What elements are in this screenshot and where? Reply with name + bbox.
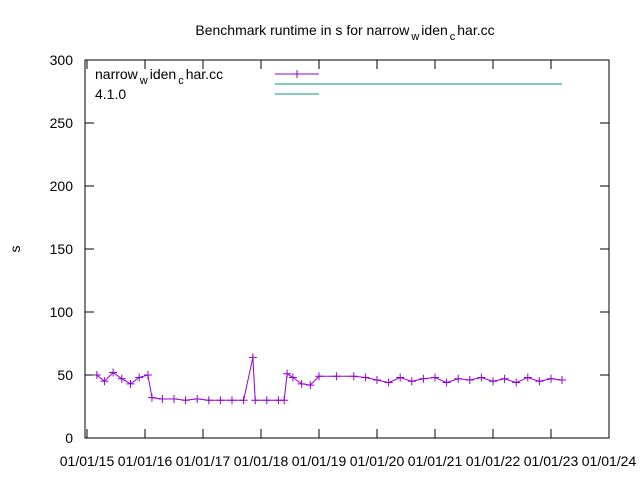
data-point xyxy=(92,371,101,379)
x-tick-label: 01/01/15 xyxy=(60,453,115,469)
data-point xyxy=(558,376,567,385)
x-tick-label: 01/01/24 xyxy=(582,453,637,469)
data-point xyxy=(419,374,428,383)
data-point xyxy=(396,373,405,382)
data-point xyxy=(454,374,463,383)
data-point xyxy=(228,396,236,405)
text-part: narrow xyxy=(95,66,139,82)
data-point xyxy=(512,378,521,387)
data-point xyxy=(349,372,358,381)
x-tick-label: 01/01/19 xyxy=(292,453,347,469)
data-point xyxy=(283,369,292,378)
data-point xyxy=(117,374,126,383)
y-tick-label: 100 xyxy=(50,304,74,320)
text-part: har.cc xyxy=(457,22,494,38)
data-point xyxy=(535,377,544,386)
subscript-text: c xyxy=(450,31,456,43)
data-point xyxy=(204,396,213,405)
x-tick-label: 01/01/16 xyxy=(118,453,173,469)
y-tick-label: 0 xyxy=(65,430,73,446)
data-point xyxy=(193,394,202,403)
subscript-text: w xyxy=(410,31,419,43)
x-tick-label: 01/01/18 xyxy=(234,453,289,469)
text-part: har.cc xyxy=(186,66,223,82)
data-point xyxy=(489,377,497,386)
data-point xyxy=(500,374,509,383)
data-point xyxy=(143,371,152,379)
x-tick-label: 01/01/22 xyxy=(466,453,521,469)
data-point xyxy=(109,368,118,377)
data-point xyxy=(384,378,393,387)
series-line xyxy=(96,357,563,401)
data-point xyxy=(407,377,416,386)
data-point xyxy=(126,379,135,388)
data-point xyxy=(158,394,167,403)
text-part: Benchmark runtime in s for narrow xyxy=(195,22,410,38)
data-point xyxy=(262,396,271,405)
y-tick-label: 50 xyxy=(57,367,73,383)
data-point xyxy=(216,396,225,405)
data-point xyxy=(181,396,190,405)
data-point xyxy=(280,396,289,405)
data-point xyxy=(315,372,323,381)
legend-label: 4.1.0 xyxy=(95,86,126,102)
data-point xyxy=(465,376,474,385)
y-axis-label: s xyxy=(7,246,23,253)
data-point xyxy=(361,373,370,382)
text-part: iden xyxy=(421,22,447,38)
data-point xyxy=(431,373,439,382)
y-tick-label: 150 xyxy=(50,241,74,257)
data-point xyxy=(100,377,109,386)
data-point xyxy=(442,378,451,387)
data-point xyxy=(147,393,156,402)
data-point xyxy=(288,373,297,382)
chart-title: Benchmark runtime in s for narrow w iden c h… xyxy=(195,22,494,43)
x-tick-label: 01/01/20 xyxy=(350,453,405,469)
subscript-text: c xyxy=(178,75,184,87)
data-point xyxy=(239,396,248,405)
data-point xyxy=(547,374,555,383)
data-point xyxy=(251,396,260,405)
data-point xyxy=(297,379,306,388)
y-tick-label: 200 xyxy=(50,178,74,194)
x-tick-label: 01/01/21 xyxy=(408,453,463,469)
data-point xyxy=(248,353,257,362)
legend-marker xyxy=(293,70,301,78)
x-tick-label: 01/01/23 xyxy=(524,453,579,469)
data-point xyxy=(477,373,486,382)
legend-label: narrow w iden c har.cc xyxy=(95,66,223,87)
text-part: iden xyxy=(150,66,176,82)
x-tick-label: 01/01/17 xyxy=(176,453,231,469)
data-point xyxy=(135,373,144,382)
data-point xyxy=(170,394,178,403)
data-point xyxy=(373,376,381,385)
y-tick-label: 250 xyxy=(50,115,74,131)
y-tick-label: 300 xyxy=(50,52,74,68)
data-point xyxy=(332,372,341,381)
data-point xyxy=(523,373,532,382)
subscript-text: w xyxy=(139,75,148,87)
data-point xyxy=(306,381,315,390)
